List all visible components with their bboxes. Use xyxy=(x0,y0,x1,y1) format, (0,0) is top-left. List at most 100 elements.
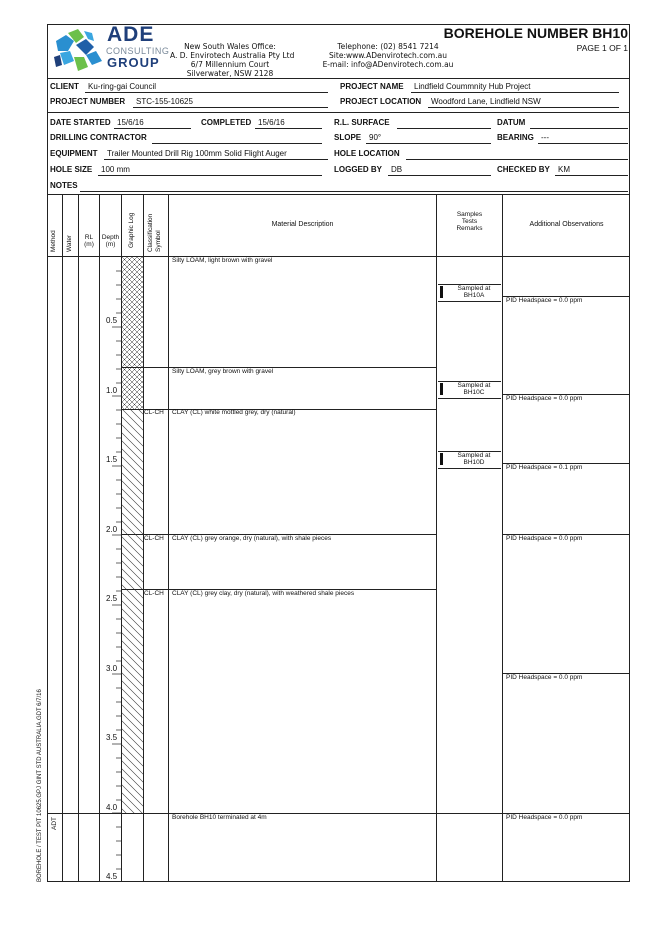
col-head-depth: Depth (m) xyxy=(101,234,120,248)
slope-label: SLOPE xyxy=(334,133,362,142)
classification-symbol: CL-CH xyxy=(144,409,164,416)
rl-surface-value xyxy=(397,118,491,129)
observation-text: PID Headspace = 0.1 ppm xyxy=(506,464,583,471)
datum-value xyxy=(530,118,628,129)
client-label: CLIENT xyxy=(50,82,79,91)
sample-label: Sampled at BH10D xyxy=(457,452,491,466)
checked-by-label: CHECKED BY xyxy=(497,165,550,174)
completed-value: 15/6/16 xyxy=(255,118,322,129)
client-value: Ku-ring-gai Council xyxy=(85,82,328,93)
completed-label: COMPLETED xyxy=(201,118,252,127)
observation-text: PID Headspace = 0.0 ppm xyxy=(506,535,583,542)
equipment-value: Trailer Mounted Drill Rig 100mm Solid Fl… xyxy=(104,149,328,160)
project-location-label: PROJECT LOCATION xyxy=(340,97,422,106)
obs-line xyxy=(502,673,630,674)
col-line-samples xyxy=(502,194,503,882)
contact-email: E-mail: info@ADenvirotech.com.au xyxy=(322,60,454,69)
layer-boundary xyxy=(121,534,436,535)
observation-text: PID Headspace = 0.0 ppm xyxy=(506,395,583,402)
col-line-graphic xyxy=(143,194,144,882)
col-line-rl xyxy=(99,194,100,882)
logo-sub-text: CONSULTING xyxy=(106,46,170,56)
equipment-label: EQUIPMENT xyxy=(50,149,98,158)
office-address-2: Silverwater, NSW 2128 xyxy=(186,69,274,78)
layer-description: Silty LOAM, grey brown with gravel xyxy=(172,368,274,375)
bearing-label: BEARING xyxy=(497,133,534,142)
logo-main-text: ADE xyxy=(107,23,155,46)
depth-label: 4.0 xyxy=(106,803,118,812)
col-line-water xyxy=(78,194,79,882)
col-line-material xyxy=(436,194,437,882)
bearing-value: --- xyxy=(538,133,628,144)
method-value: ADT xyxy=(51,817,58,830)
depth-label: 4.5 xyxy=(106,872,118,881)
layer-description: CLAY (CL) grey clay, dry (natural), with… xyxy=(172,590,355,597)
obs-line xyxy=(502,534,630,535)
columns-top-line xyxy=(47,194,630,195)
layer-description: CLAY (CL) white mottled grey, dry (natur… xyxy=(172,409,296,416)
notes-value xyxy=(80,181,628,192)
obs-line xyxy=(502,296,630,297)
project-number-label: PROJECT NUMBER xyxy=(50,97,126,106)
depth-label: 3.5 xyxy=(106,733,118,742)
termination-line xyxy=(47,813,630,814)
depth-ticks xyxy=(112,270,122,870)
depth-label: 1.0 xyxy=(106,386,118,395)
office-company: A. D. Envirotech Australia Pty Ltd xyxy=(170,51,295,60)
col-head-water: Water xyxy=(66,234,73,252)
date-started-label: DATE STARTED xyxy=(50,118,111,127)
hole-location-value xyxy=(406,149,628,160)
layer-description: Borehole BH10 terminated at 4m xyxy=(172,814,267,821)
borehole-title: BOREHOLE NUMBER BH10 xyxy=(443,25,628,41)
graphic-fill-loam xyxy=(122,257,143,409)
layer-description: CLAY (CL) grey orange, dry (natural), wi… xyxy=(172,535,332,542)
columns-bottom-line xyxy=(47,256,630,257)
logged-by-value: DB xyxy=(388,165,491,176)
logo-group-text: GROUP xyxy=(107,55,160,70)
drilling-contractor-value xyxy=(152,133,322,144)
sample-box xyxy=(438,451,501,469)
contact-block: Telephone: (02) 8541 7214 Site:www.ADenv… xyxy=(318,42,458,69)
observation-text: PID Headspace = 0.0 ppm xyxy=(506,814,583,821)
sample-label: Sampled at BH10C xyxy=(457,382,491,396)
col-head-method: Method xyxy=(50,230,57,252)
log-frame xyxy=(47,24,630,882)
office-title: New South Wales Office: xyxy=(184,42,276,51)
graphic-log xyxy=(122,257,143,813)
sample-marker-icon xyxy=(440,286,443,298)
sample-box xyxy=(438,381,501,399)
sample-marker-icon xyxy=(440,383,443,395)
depth-label: 1.5 xyxy=(106,455,118,464)
col-head-observations: Additional Observations xyxy=(529,221,604,228)
classification-symbol: CL-CH xyxy=(144,535,164,542)
col-line-method xyxy=(62,194,63,882)
layer-boundary xyxy=(121,409,436,410)
project-name-value: Lindfield Coummnity Hub Project xyxy=(411,82,619,93)
project-location-value: Woodford Lane, Lindfield NSW xyxy=(428,97,619,108)
col-head-material: Material Description xyxy=(271,221,334,228)
layer-description: Silty LOAM, light brown with gravel xyxy=(172,257,273,264)
slope-value: 90° xyxy=(366,133,491,144)
office-block: New South Wales Office: A. D. Envirotech… xyxy=(170,42,295,78)
side-footer-text: BOREHOLE / TEST PIT 10625.GPJ GINT STD A… xyxy=(37,689,43,882)
hole-size-label: HOLE SIZE xyxy=(50,165,93,174)
office-address-1: 6/7 Millennium Court xyxy=(190,60,270,69)
project-number-value: STC-155-10625 xyxy=(133,97,328,108)
sample-label: Sampled at BH10A xyxy=(457,285,491,299)
col-line-classification xyxy=(168,194,169,882)
checked-by-value: KM xyxy=(555,165,628,176)
col-line-depth xyxy=(121,194,122,882)
depth-label: 2.5 xyxy=(106,594,118,603)
project-name-label: PROJECT NAME xyxy=(340,82,404,91)
drilling-contractor-label: DRILLING CONTRACTOR xyxy=(50,133,147,142)
layer-boundary xyxy=(121,367,436,368)
rl-surface-label: R.L. SURFACE xyxy=(334,118,390,127)
classification-symbol: CL-CH xyxy=(144,590,164,597)
project-divider xyxy=(47,112,630,113)
observation-text: PID Headspace = 0.0 ppm xyxy=(506,674,583,681)
sample-marker-icon xyxy=(440,453,443,465)
col-head-graphic: Graphic Log xyxy=(128,212,135,248)
logged-by-label: LOGGED BY xyxy=(334,165,383,174)
datum-label: DATUM xyxy=(497,118,526,127)
depth-label: 2.0 xyxy=(106,525,118,534)
